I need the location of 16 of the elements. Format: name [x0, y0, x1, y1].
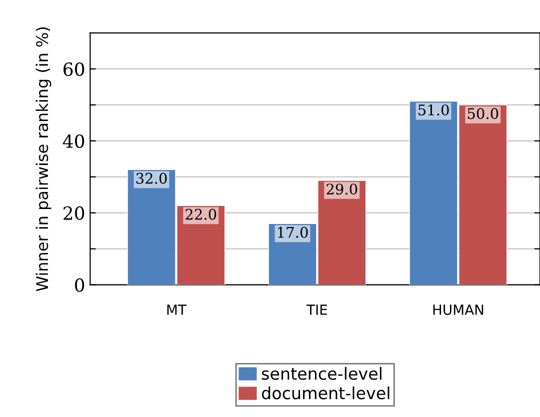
y-tick-label: 20 [64, 206, 84, 220]
y-tick-label: 40 [62, 134, 84, 148]
y-tick-label: 0 [75, 278, 84, 292]
legend-label: document-level [262, 386, 390, 400]
legend-label: sentence-level [262, 367, 382, 380]
y-axis-title: Winner in pairwise ranking (in %) [36, 27, 52, 292]
x-tick-label: TIE [306, 304, 327, 315]
data-label: 51.0 [418, 104, 449, 116]
x-tick-label: HUMAN [433, 304, 484, 316]
x-tick-label: MT [167, 304, 186, 315]
data-label: 50.0 [468, 108, 498, 120]
data-label: 32.0 [136, 172, 167, 184]
y-tick-label: 60 [64, 62, 84, 76]
data-label: 22.0 [186, 208, 216, 220]
data-label: 17.0 [278, 226, 308, 238]
data-label: 29.0 [326, 184, 358, 195]
